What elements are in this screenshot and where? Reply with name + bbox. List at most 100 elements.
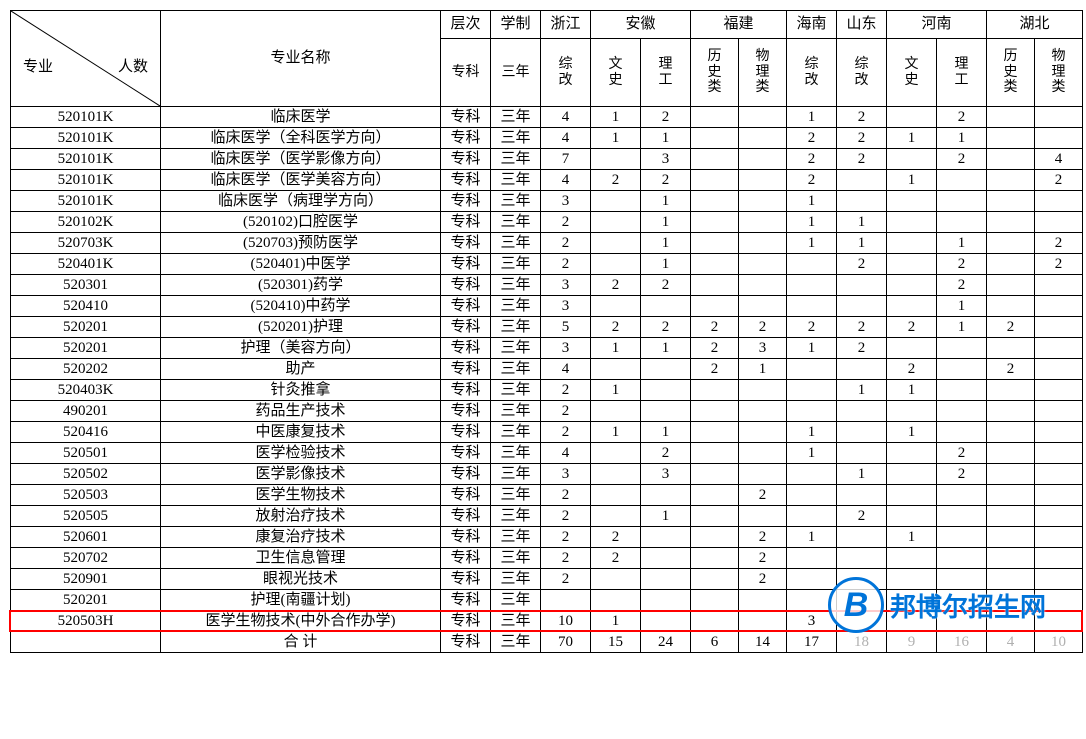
cell (787, 401, 837, 422)
cell (887, 590, 937, 611)
cell (887, 506, 937, 527)
cell: 520501 (11, 443, 161, 464)
cell: 520101K (11, 170, 161, 191)
cell (691, 548, 739, 569)
cell: 2 (591, 170, 641, 191)
cell: 1 (641, 212, 691, 233)
cell (937, 380, 987, 401)
total-hb-w: 10 (1035, 632, 1083, 653)
cell (937, 401, 987, 422)
total-ah-l: 24 (641, 632, 691, 653)
cell: 1 (641, 506, 691, 527)
total-zj: 70 (541, 632, 591, 653)
cell: 3 (541, 296, 591, 317)
table-row: 520416中医康复技术专科三年21111 (11, 422, 1083, 443)
cell: 三年 (491, 380, 541, 401)
cell: 2 (837, 338, 887, 359)
cell: 3 (541, 275, 591, 296)
cell (837, 527, 887, 548)
table-row: 520502医学影像技术专科三年3312 (11, 464, 1083, 485)
cell (887, 275, 937, 296)
cell (987, 422, 1035, 443)
cell (887, 149, 937, 170)
cell: 4 (541, 107, 591, 128)
cell (691, 275, 739, 296)
cell (887, 107, 937, 128)
cell: 三年 (491, 254, 541, 275)
table-row: 520401K(520401)中医学专科三年21222 (11, 254, 1083, 275)
cell: 2 (691, 359, 739, 380)
table-wrapper: 专业 人数 专业名称 层次 学制 浙江 安徽 福建 海南 山东 河南 湖北 专科… (10, 10, 1076, 653)
cell (937, 611, 987, 632)
cell: 4 (541, 443, 591, 464)
cell: 2 (937, 443, 987, 464)
table-row: 520101K临床医学（医学美容方向）专科三年422212 (11, 170, 1083, 191)
cell: 2 (837, 317, 887, 338)
cell (739, 254, 787, 275)
cell: 2 (541, 485, 591, 506)
cell (591, 296, 641, 317)
cell: 三年 (491, 590, 541, 611)
cell: 1 (739, 359, 787, 380)
cell (591, 443, 641, 464)
cell: 医学生物技术(中外合作办学) (161, 611, 441, 632)
cell (691, 296, 739, 317)
cell (1035, 380, 1083, 401)
cell: 1 (837, 212, 887, 233)
cell (739, 170, 787, 191)
cell: 520401K (11, 254, 161, 275)
table-row: 520505放射治疗技术专科三年212 (11, 506, 1083, 527)
cell (787, 590, 837, 611)
cell: 7 (541, 149, 591, 170)
cell: 专科 (441, 485, 491, 506)
cell: 三年 (491, 233, 541, 254)
cell: 2 (837, 107, 887, 128)
cell (937, 212, 987, 233)
cell: 2 (691, 338, 739, 359)
cell: 2 (641, 107, 691, 128)
cell (787, 485, 837, 506)
cell: 专科 (441, 380, 491, 401)
cell: 2 (641, 170, 691, 191)
cell (691, 422, 739, 443)
sub-ah-w: 文史 (591, 39, 641, 107)
cell (937, 359, 987, 380)
cell (987, 548, 1035, 569)
cell (739, 107, 787, 128)
cell: 1 (591, 128, 641, 149)
cell: 2 (541, 506, 591, 527)
col-hainan: 海南 (787, 11, 837, 39)
cell (787, 506, 837, 527)
cell (837, 191, 887, 212)
cell: 专科 (441, 569, 491, 590)
cell: 520505 (11, 506, 161, 527)
cell: 520410 (11, 296, 161, 317)
cell: 专科 (441, 548, 491, 569)
cell: 2 (541, 254, 591, 275)
sub-ah-l: 理工 (641, 39, 691, 107)
cell (787, 296, 837, 317)
cell (691, 590, 739, 611)
cell: 3 (541, 338, 591, 359)
cell: 三年 (491, 527, 541, 548)
cell (591, 191, 641, 212)
cell (1035, 548, 1083, 569)
sub-zj: 综改 (541, 39, 591, 107)
cell: 2 (541, 380, 591, 401)
cell (1035, 338, 1083, 359)
cell: 三年 (491, 212, 541, 233)
cell (887, 296, 937, 317)
cell: 临床医学（医学影像方向） (161, 149, 441, 170)
cell: 三年 (491, 170, 541, 191)
cell: 1 (641, 422, 691, 443)
cell (641, 611, 691, 632)
cell: 520201 (11, 317, 161, 338)
cell: 3 (541, 191, 591, 212)
cell (937, 338, 987, 359)
sub-he-w: 文史 (887, 39, 937, 107)
cell: (520401)中医学 (161, 254, 441, 275)
total-row: 合 计 专科 三年 70 15 24 6 14 17 18 9 16 4 10 (11, 632, 1083, 653)
table-header-row-1: 专业 人数 专业名称 层次 学制 浙江 安徽 福建 海南 山东 河南 湖北 (11, 11, 1083, 39)
cell: 1 (591, 380, 641, 401)
cell: 2 (739, 317, 787, 338)
